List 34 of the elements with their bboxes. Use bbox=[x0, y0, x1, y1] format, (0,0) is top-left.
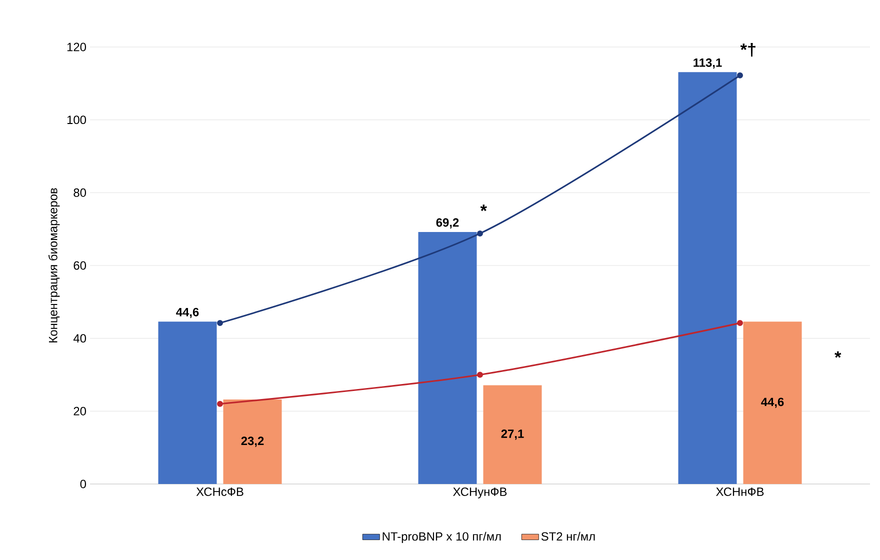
y-tick-label: 40 bbox=[73, 334, 86, 343]
point bbox=[477, 372, 483, 378]
legend-label: NT-proBNP x 10 пг/мл bbox=[382, 532, 501, 544]
point bbox=[217, 400, 223, 407]
bar bbox=[743, 322, 802, 484]
y-tick-label: 80 bbox=[74, 188, 86, 197]
data-label: 23,2 bbox=[241, 436, 264, 447]
x-tick-label: ХСНсФВ bbox=[196, 488, 244, 496]
data-label: 27,1 bbox=[501, 430, 524, 440]
point bbox=[737, 320, 743, 326]
bar bbox=[158, 322, 217, 484]
point bbox=[737, 72, 743, 78]
bar bbox=[483, 385, 542, 484]
point bbox=[477, 230, 483, 236]
x-tick-label: ХСНунФВ bbox=[453, 488, 507, 498]
y-axis-title: Концентрация биомаркеров bbox=[48, 188, 60, 342]
x-tick-label: ХСНнФВ bbox=[716, 488, 764, 496]
data-label: 69,2 bbox=[436, 218, 459, 228]
bar bbox=[223, 400, 282, 484]
y-tick-label: 100 bbox=[67, 116, 86, 124]
y-tick-label: 20 bbox=[74, 406, 86, 416]
point bbox=[217, 320, 223, 326]
bar bbox=[418, 232, 477, 484]
data-label: 113,1 bbox=[694, 58, 722, 69]
y-tick-label: 60 bbox=[74, 261, 86, 270]
data-label: 44,6 bbox=[176, 308, 199, 318]
data-label: 44,6 bbox=[761, 398, 784, 408]
annotation: *† bbox=[740, 43, 756, 57]
y-tick-label: 120 bbox=[67, 42, 86, 52]
legend-label: ST2 нг/мл bbox=[541, 532, 595, 541]
annotation: * bbox=[480, 204, 487, 212]
annotation: * bbox=[834, 351, 842, 358]
y-tick-label: 0 bbox=[80, 480, 86, 488]
bar bbox=[678, 72, 737, 484]
